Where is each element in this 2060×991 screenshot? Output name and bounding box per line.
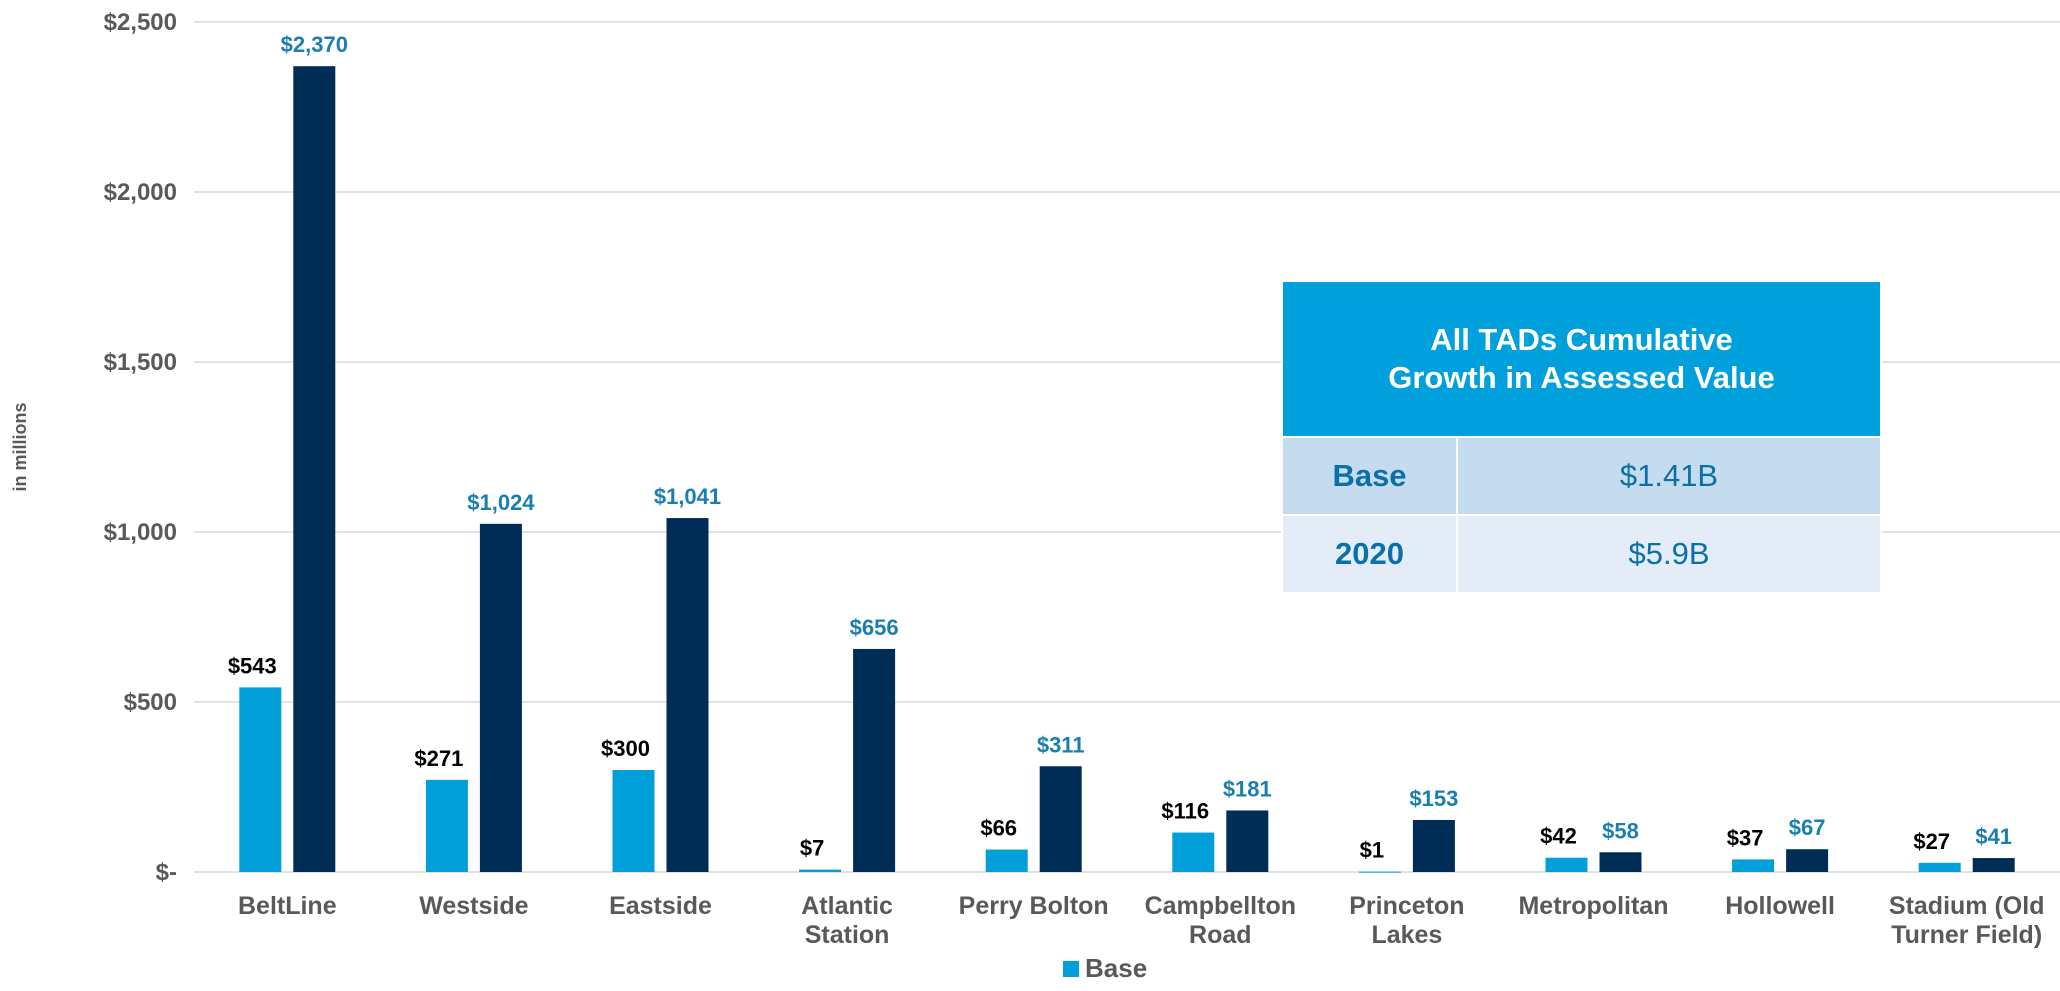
data-label: $153	[1409, 786, 1458, 811]
x-tick-label: BeltLine	[237, 892, 337, 920]
data-label: $37	[1727, 825, 1764, 850]
table-cell: $1.41B	[1456, 436, 1882, 516]
x-tick-label: Atlantic Station	[801, 892, 893, 949]
x-tick-label: Princeton Lakes	[1349, 892, 1465, 949]
data-label: $271	[414, 746, 463, 771]
x-tick-label: Perry Bolton	[958, 892, 1109, 920]
data-label: $181	[1223, 776, 1272, 801]
y-tick-label: $2,000	[104, 179, 177, 206]
bar	[1172, 832, 1215, 872]
bar	[853, 648, 896, 872]
table-cell: Base	[1281, 436, 1458, 516]
x-tick-label: Campbellton Road	[1144, 892, 1296, 949]
data-label: $300	[601, 736, 650, 761]
table-row: 2020 $5.9B	[1281, 514, 1882, 594]
data-label: $311	[1037, 732, 1085, 757]
bar	[1412, 819, 1455, 872]
data-label: $58	[1602, 818, 1639, 843]
bar	[612, 770, 655, 872]
bar	[1039, 766, 1082, 872]
data-label: $67	[1789, 815, 1826, 840]
bar	[1972, 858, 2015, 872]
legend-swatch	[1063, 960, 1079, 977]
table-header-row: All TADs Cumulative Growth in Assessed V…	[1281, 280, 1882, 438]
data-label: $66	[980, 816, 1017, 841]
y-tick-label: $500	[124, 689, 177, 716]
y-tick-label: $-	[156, 859, 177, 886]
y-axis-title: in millions	[10, 402, 30, 491]
legend-label: Base	[1085, 953, 1148, 983]
data-label: $42	[1540, 824, 1577, 849]
x-tick-label: Metropolitan	[1518, 892, 1669, 920]
data-label: $656	[850, 615, 899, 640]
table-cell: 2020	[1281, 514, 1458, 594]
legend: Base	[1063, 953, 1147, 984]
bar	[666, 518, 709, 872]
data-label: $1	[1360, 838, 1384, 863]
x-tick-label: Westside	[419, 892, 529, 920]
bar	[1545, 857, 1588, 872]
data-label: $543	[228, 653, 277, 678]
table-row: Base $1.41B	[1281, 436, 1882, 516]
bar	[479, 523, 522, 872]
x-tick-label: Stadium (Old Turner Field)	[1888, 892, 2045, 949]
y-tick-label: $1,000	[104, 519, 177, 546]
data-label: $1,041	[654, 484, 721, 509]
x-tick-label: Eastside	[609, 892, 712, 920]
data-label: $27	[1913, 829, 1950, 854]
bar	[1918, 862, 1961, 872]
y-tick-label: $2,500	[104, 9, 177, 36]
bar	[239, 687, 282, 872]
data-label: $2,370	[281, 32, 348, 57]
bar	[985, 849, 1028, 872]
bar	[1732, 859, 1775, 872]
bar	[1226, 810, 1269, 872]
bar	[1599, 852, 1642, 872]
table-cell: $5.9B	[1456, 514, 1882, 594]
data-label: $1,024	[467, 490, 535, 515]
bar	[425, 779, 468, 872]
inset-table: All TADs Cumulative Growth in Assessed V…	[1281, 280, 1882, 594]
bar	[1358, 871, 1401, 873]
bar	[1786, 849, 1829, 872]
x-tick-label: Hollowell	[1725, 892, 1835, 920]
bar	[799, 869, 842, 872]
data-label: $116	[1161, 799, 1209, 824]
data-label: $7	[800, 836, 824, 861]
bar	[293, 66, 336, 872]
data-label: $41	[1975, 824, 2012, 849]
y-tick-label: $1,500	[104, 349, 177, 376]
table-title: All TADs Cumulative Growth in Assessed V…	[1281, 280, 1882, 438]
